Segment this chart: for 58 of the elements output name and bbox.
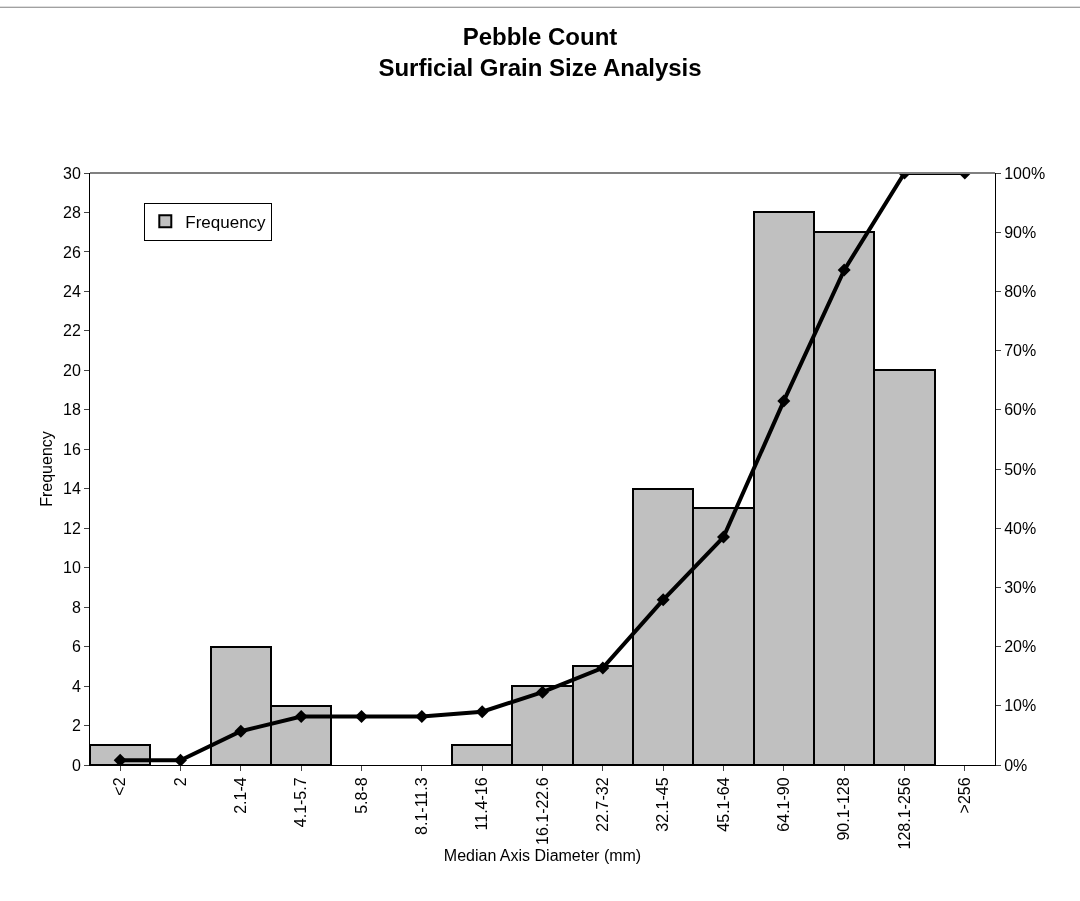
y-tick-label: 10 <box>63 559 81 577</box>
y-tick-label: 0 <box>71 756 81 774</box>
x-tick-label: <2 <box>111 777 129 796</box>
point <box>113 753 127 765</box>
x-tick-label: 2.1-4 <box>232 777 250 814</box>
y-tick-label: 22 <box>63 322 81 340</box>
y-tick-label: 4 <box>71 677 81 695</box>
chart-title: Pebble Count Surficial Grain Size Analysis <box>378 23 702 82</box>
x-tick-label: 90.1-128 <box>835 777 853 841</box>
point <box>234 724 248 738</box>
y-tick-label: 8 <box>71 598 81 616</box>
y2-tick-label: 30% <box>1004 579 1037 596</box>
x-tick-label: >256 <box>956 777 974 814</box>
point <box>294 709 308 723</box>
y-tick-label: 28 <box>63 204 81 222</box>
y2-tick-label: 80% <box>1004 283 1037 300</box>
point <box>415 709 429 723</box>
point <box>656 593 670 607</box>
y-tick-label: 26 <box>63 243 81 261</box>
y-tick-label: 2 <box>71 717 81 735</box>
x-tick-label: 5.8-8 <box>352 777 370 814</box>
x-tick-label: 45.1-64 <box>714 777 732 832</box>
legend-label: Frequency <box>185 212 267 232</box>
x-axis-title: Median Axis Diameter (mm) <box>443 847 642 865</box>
x-tick-label: 64.1-90 <box>775 777 793 832</box>
x-tick-label: 16.1-22.6 <box>533 777 551 846</box>
y-tick-label: 12 <box>63 519 81 537</box>
y2-tick-label: 0% <box>1004 756 1028 774</box>
y-tick-label: 24 <box>63 283 81 300</box>
y-tick-label: 30 <box>63 164 81 182</box>
y-tick-label: 6 <box>71 638 81 656</box>
y2-tick-label: 50% <box>1004 460 1037 478</box>
x-tick-label: 32.1-45 <box>654 777 672 832</box>
point <box>717 530 730 544</box>
x-tick-label: 8.1-11.3 <box>413 777 431 835</box>
x-tick-label: 128.1-256 <box>895 777 913 850</box>
y-tick-label: 16 <box>63 440 81 458</box>
point <box>475 705 489 719</box>
y-tick-label: 14 <box>63 480 81 498</box>
y-axis-title: Frequency <box>37 431 55 507</box>
x-tick-label: 11.4-16 <box>473 777 491 831</box>
y2-tick-label: 90% <box>1004 223 1037 241</box>
point <box>355 709 368 723</box>
point <box>777 394 791 408</box>
y2-tick-label: 40% <box>1004 519 1037 537</box>
y2-tick-label: 60% <box>1004 401 1037 419</box>
y2-tick-label: 70% <box>1004 342 1037 360</box>
y-tick-label: 18 <box>63 401 81 419</box>
y-tick-label: 20 <box>63 361 81 379</box>
y2-tick-label: 20% <box>1004 638 1037 656</box>
y2-tick-label: 10% <box>1004 697 1037 715</box>
point <box>536 685 549 699</box>
point <box>174 753 187 765</box>
x-tick-label: 4.1-5.7 <box>292 777 310 828</box>
x-tick-label: 22.7-32 <box>594 777 612 832</box>
point <box>596 661 610 675</box>
x-tick-label: 2 <box>171 777 189 787</box>
y2-tick-label: 100% <box>1004 164 1046 182</box>
